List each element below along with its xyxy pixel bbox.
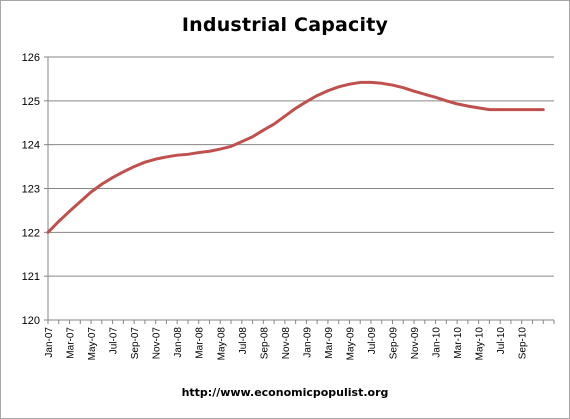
x-tick-label: Nov-08 bbox=[281, 327, 292, 360]
x-tick-label: Nov-07 bbox=[152, 327, 163, 360]
data-point bbox=[208, 150, 210, 152]
data-point bbox=[402, 86, 404, 88]
data-point bbox=[434, 96, 436, 98]
x-tick-label: Jan-09 bbox=[302, 327, 313, 358]
data-point bbox=[445, 100, 447, 102]
y-tick-label: 122 bbox=[22, 227, 40, 239]
y-tick-label: 120 bbox=[22, 315, 40, 327]
y-tick-label: 124 bbox=[22, 140, 40, 152]
x-tick-label: Jul-10 bbox=[496, 327, 507, 355]
x-axis: Jan-07 Mar-07 May-07 Jul-07 Sep-07 Nov-07 Jan-… bbox=[44, 319, 555, 361]
x-tick-label: Mar-07 bbox=[66, 327, 77, 359]
data-point bbox=[521, 108, 523, 110]
x-tick-label: May-09 bbox=[345, 327, 356, 361]
x-tick-label: May-07 bbox=[87, 327, 98, 361]
x-tick-label: Mar-10 bbox=[453, 327, 464, 359]
data-point bbox=[230, 145, 232, 147]
data-point bbox=[488, 108, 490, 110]
x-tick-label: Jul-08 bbox=[238, 327, 249, 355]
x-tick-label: Mar-09 bbox=[324, 327, 335, 359]
x-tick-label: Sep-10 bbox=[518, 327, 529, 360]
data-point bbox=[510, 108, 512, 110]
gridlines bbox=[48, 56, 554, 277]
x-tick-label: Jan-08 bbox=[173, 327, 184, 358]
x-tick-label: Jan-07 bbox=[44, 327, 55, 358]
data-point bbox=[327, 90, 329, 92]
data-point bbox=[58, 220, 60, 222]
data-point bbox=[187, 153, 189, 155]
data-point bbox=[273, 123, 275, 125]
data-point bbox=[294, 107, 296, 109]
data-point bbox=[337, 86, 339, 88]
y-tick-label: 125 bbox=[22, 96, 40, 108]
data-point bbox=[176, 154, 178, 156]
data-point bbox=[370, 81, 372, 83]
data-point bbox=[467, 105, 469, 107]
y-axis: 120 121 122 123 124 125 126 bbox=[22, 52, 49, 327]
data-point bbox=[391, 84, 393, 86]
x-tick-label: Mar-08 bbox=[195, 327, 206, 359]
x-tick-label: Nov-09 bbox=[410, 327, 421, 360]
data-point bbox=[305, 101, 307, 103]
y-tick-label: 126 bbox=[22, 52, 40, 64]
data-point bbox=[79, 200, 81, 202]
data-point bbox=[47, 231, 49, 233]
x-tick-label: Jul-07 bbox=[109, 327, 120, 355]
data-point bbox=[251, 136, 253, 138]
y-tick-label: 123 bbox=[22, 184, 40, 196]
data-point bbox=[122, 171, 124, 173]
x-tick-label: Sep-08 bbox=[259, 327, 270, 360]
x-tick-label: May-10 bbox=[475, 327, 486, 361]
data-point bbox=[413, 90, 415, 92]
data-point bbox=[381, 82, 383, 84]
data-point bbox=[241, 140, 243, 142]
data-point bbox=[154, 158, 156, 160]
data-point bbox=[68, 210, 70, 212]
data-point bbox=[198, 151, 200, 153]
data-point bbox=[456, 103, 458, 105]
data-point bbox=[477, 107, 479, 109]
series-line bbox=[46, 80, 545, 234]
data-point bbox=[316, 94, 318, 96]
data-point bbox=[542, 108, 544, 110]
data-point bbox=[144, 161, 146, 163]
data-point bbox=[424, 93, 426, 95]
data-point bbox=[531, 108, 533, 110]
chart-title: Industrial Capacity bbox=[181, 14, 389, 36]
data-point bbox=[90, 191, 92, 193]
y-tick-label: 121 bbox=[22, 271, 40, 283]
data-point bbox=[348, 83, 350, 85]
data-point bbox=[133, 165, 135, 167]
source-url: http://www.economicpopulist.org bbox=[181, 386, 389, 399]
data-point bbox=[284, 115, 286, 117]
x-tick-label: Jan-10 bbox=[432, 327, 443, 358]
series-layer bbox=[46, 80, 545, 234]
data-point bbox=[499, 108, 501, 110]
x-tick-label: May-08 bbox=[216, 327, 227, 361]
data-point bbox=[359, 81, 361, 83]
data-point bbox=[101, 183, 103, 185]
x-tick-label: Jul-09 bbox=[367, 327, 378, 355]
x-tick-label: Sep-07 bbox=[130, 327, 141, 360]
data-point bbox=[165, 156, 167, 158]
x-tick-label: Sep-09 bbox=[389, 327, 400, 360]
data-point bbox=[219, 148, 221, 150]
data-point bbox=[262, 129, 264, 131]
data-point bbox=[111, 176, 113, 178]
